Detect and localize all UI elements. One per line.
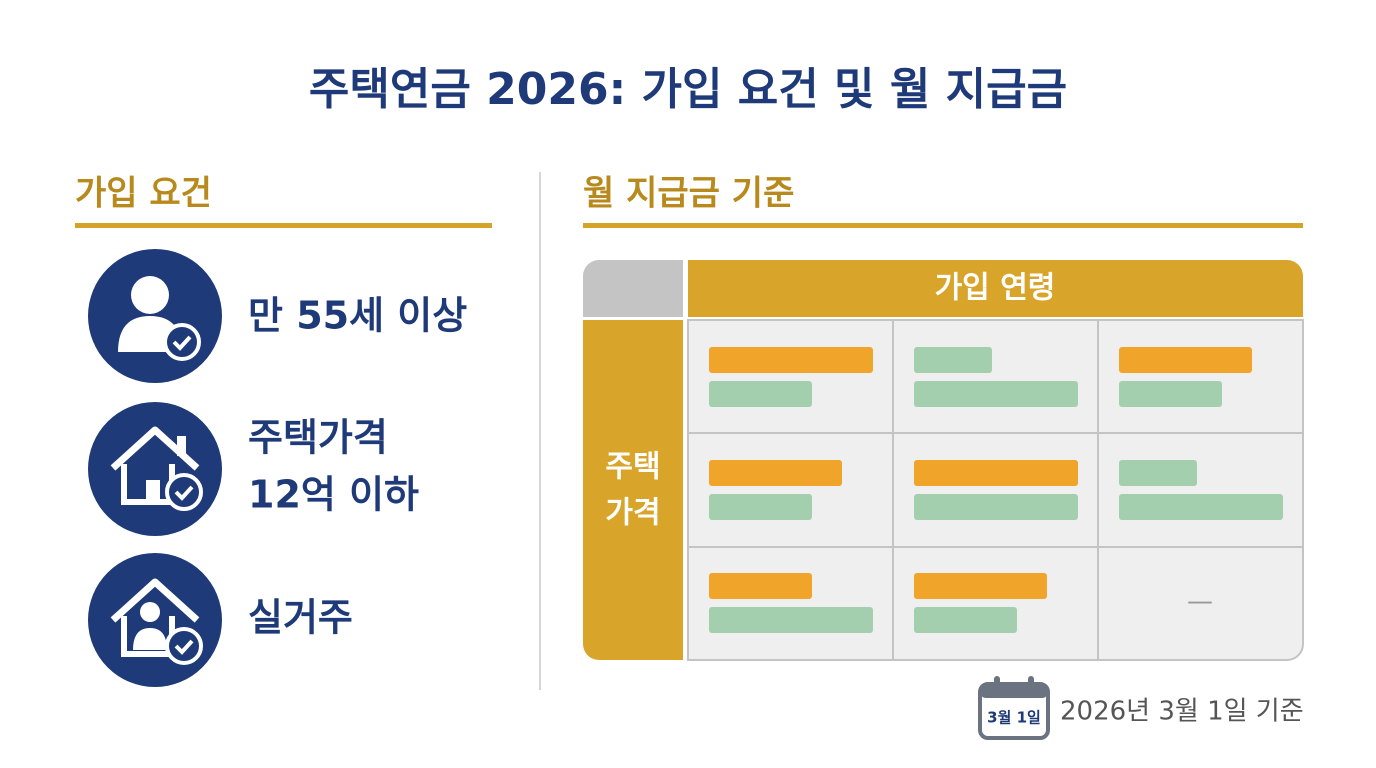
icon-person bbox=[88, 249, 222, 383]
placeholder-bar bbox=[914, 460, 1078, 486]
row-header bbox=[583, 320, 683, 660]
requirement: 만 55세 이상 bbox=[248, 294, 467, 338]
placeholder-bar bbox=[709, 607, 873, 633]
underline bbox=[583, 223, 1303, 228]
placeholder-bar bbox=[1119, 460, 1197, 486]
placeholder-bar bbox=[709, 573, 812, 599]
section-title: 월 지급금 기준 bbox=[583, 174, 794, 214]
icon-residence bbox=[88, 553, 222, 687]
placeholder-bar bbox=[914, 494, 1078, 520]
placeholder-bar bbox=[709, 347, 873, 373]
title: 주택연금 2026: 가입 요건 및 월 지급금 bbox=[309, 64, 1067, 115]
column-header bbox=[688, 260, 1303, 317]
placeholder-bar bbox=[914, 381, 1078, 407]
requirement: 실거주 bbox=[248, 596, 353, 640]
underline bbox=[75, 223, 492, 228]
row-header-label: 가격 bbox=[605, 496, 660, 531]
calendar-icon: 3월 1일 bbox=[978, 676, 1050, 740]
icon-house bbox=[88, 402, 222, 536]
footnote: 2026년 3월 1일 기준 bbox=[1060, 697, 1304, 727]
placeholder-bar bbox=[709, 381, 812, 407]
placeholder-bar bbox=[709, 494, 812, 520]
placeholder-bar bbox=[914, 607, 1017, 633]
table: 가입 연령 주택 가격 — bbox=[583, 260, 1304, 661]
placeholder-bar bbox=[914, 347, 992, 373]
column-header-label: 가입 연령 bbox=[935, 271, 1056, 306]
placeholder-bar bbox=[709, 460, 842, 486]
section-title: 가입 요건 bbox=[75, 174, 212, 214]
placeholder-bar bbox=[914, 573, 1047, 599]
placeholder-bar bbox=[1119, 347, 1252, 373]
requirement: 주택가격 bbox=[248, 416, 388, 460]
row-header-label: 주택 bbox=[605, 450, 660, 485]
placeholder-bar bbox=[1119, 494, 1283, 520]
placeholder-bar bbox=[1119, 381, 1222, 407]
requirement: 12억 이하 bbox=[248, 473, 419, 517]
corner-cell bbox=[583, 260, 683, 317]
empty-cell: — bbox=[1187, 587, 1213, 617]
calendar-label: 3월 1일 bbox=[987, 709, 1041, 727]
